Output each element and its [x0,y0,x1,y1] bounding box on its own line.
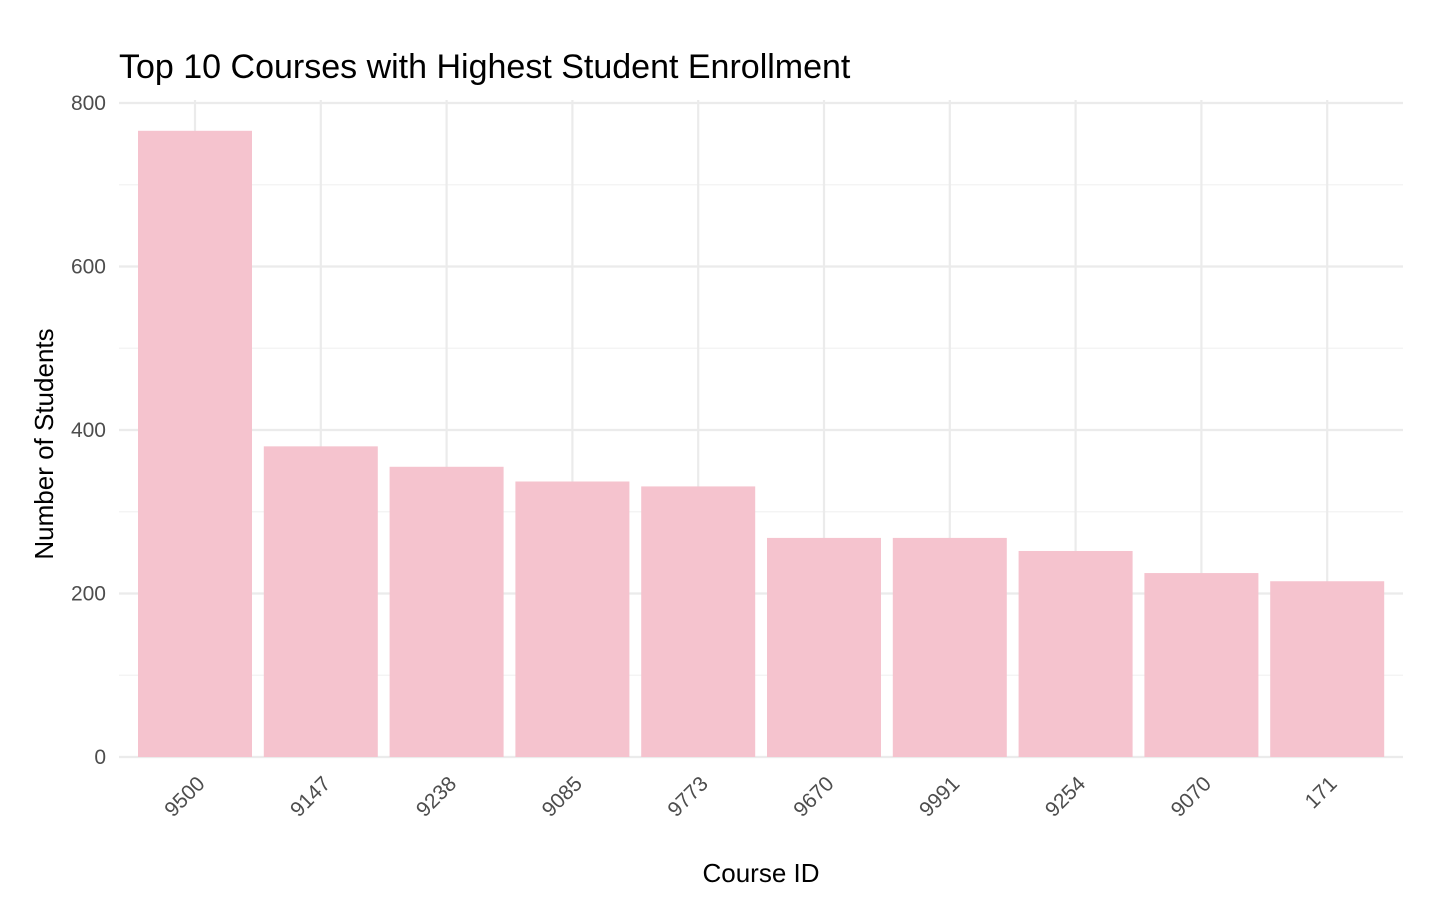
bar-9670 [767,537,881,757]
chart-title: Top 10 Courses with Highest Student Enro… [119,48,851,86]
bars [138,130,1385,758]
y-tick-label: 400 [71,419,106,442]
bar-9773 [641,486,756,757]
bar-9254 [1018,550,1133,757]
x-tick-label: 171 [1301,772,1342,813]
x-axis-title: Course ID [702,858,819,888]
y-tick-label: 200 [71,583,106,606]
x-tick-label: 9500 [160,772,209,821]
bar-9500 [138,130,252,758]
bar-171 [1270,581,1385,757]
y-tick-label: 0 [94,746,106,769]
y-tick-label: 600 [71,256,106,279]
x-tick-label: 9773 [663,772,712,821]
bar-9238 [389,466,504,757]
x-tick-label: 9238 [412,772,461,821]
x-tick-label: 9991 [915,772,964,821]
x-tick-label: 9070 [1167,772,1216,821]
bar-9070 [1144,573,1259,757]
x-axis-ticks: 9500 9147 9238 9085 9773 9670 9991 9254 9070 171 [160,772,1341,822]
x-tick-label: 9085 [538,772,587,821]
bar-9147 [263,446,378,757]
y-axis-ticks: 0 200 400 600 800 [71,92,106,769]
x-tick-label: 9254 [1041,772,1091,822]
y-tick-label: 800 [71,92,106,115]
bar-9085 [515,481,630,757]
y-axis-title: Number of Students [29,328,59,559]
x-tick-label: 9670 [789,772,838,821]
x-tick-label: 9147 [286,772,335,821]
bar-9991 [892,537,1007,757]
